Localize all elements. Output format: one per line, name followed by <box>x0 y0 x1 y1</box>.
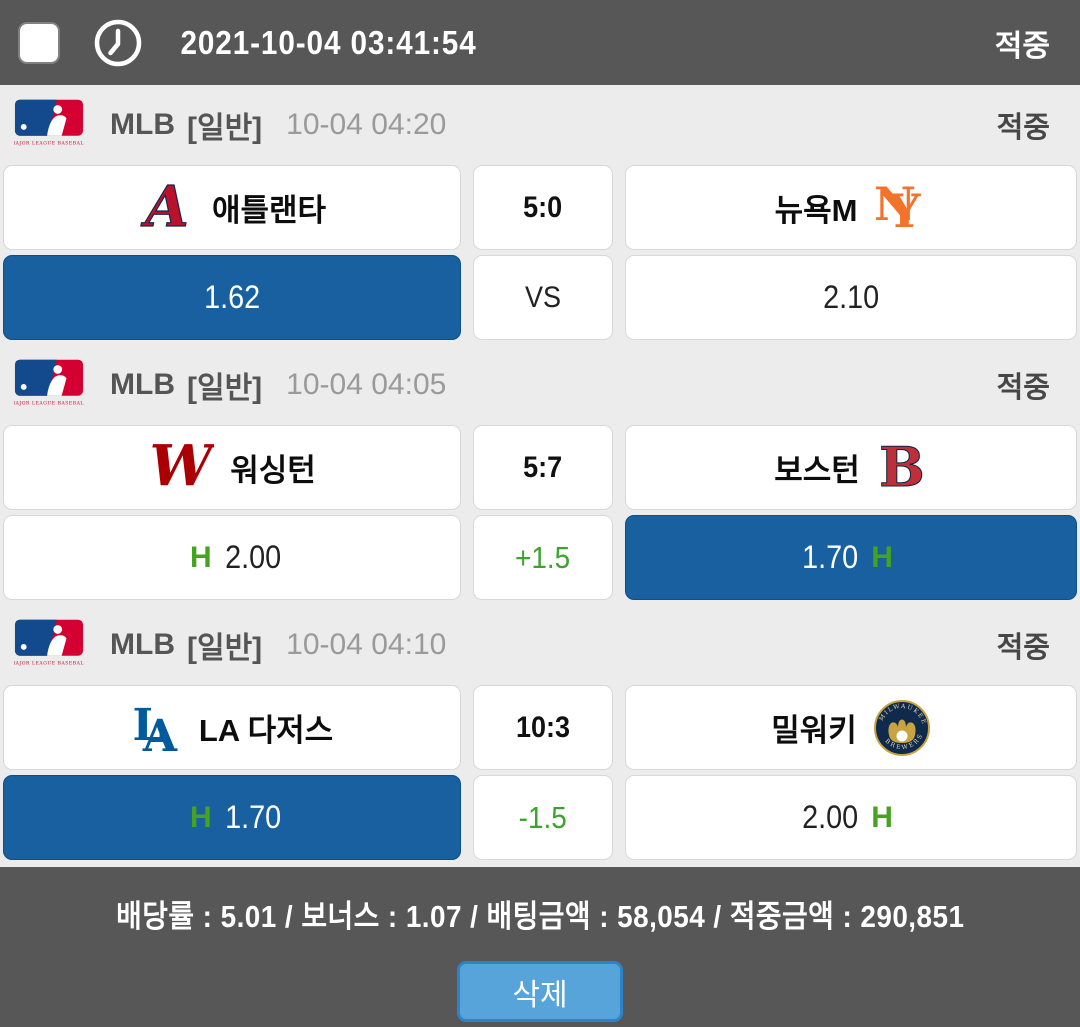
score-cell: 10:3 <box>473 685 613 770</box>
atlanta-braves-logo: A <box>140 177 190 239</box>
home-odds-button[interactable]: 1.62 <box>3 255 461 340</box>
handicap-h-mark: H <box>190 800 212 834</box>
home-team-name: 워싱턴 <box>230 453 316 488</box>
away-team-cell: 밀워키 MILWAUKEE BREWERS <box>625 685 1077 770</box>
away-odds-value: 1.70 <box>802 539 859 575</box>
bet-timestamp: 2021-10-04 03:41:54 <box>180 23 477 61</box>
game-2-odds-row: H 2.00 +1.5 1.70 H <box>0 515 1080 600</box>
mlb-caption: MAJOR LEAGUE BASEBALL <box>14 660 84 666</box>
game-2-teams-row: W 워싱턴 5:7 보스턴 B <box>0 425 1080 510</box>
game-start-time: 10-04 04:05 <box>286 368 447 401</box>
slip-header: 2021-10-04 03:41:54 적중 <box>0 0 1080 85</box>
home-team-name: 애틀랜타 <box>211 193 327 228</box>
away-team-cell: 뉴욕M N Y <box>625 165 1077 250</box>
game-3-odds-row: H 1.70 -1.5 2.00 H <box>0 775 1080 860</box>
washington-nationals-logo: W <box>150 437 214 499</box>
mlb-league-logo: MAJOR LEAGUE BASEBALL <box>14 619 84 666</box>
mlb-caption: MAJOR LEAGUE BASEBALL <box>14 400 84 406</box>
handicap-h-mark: H <box>871 540 893 574</box>
svg-text:L: L <box>132 700 163 751</box>
market-category: [일반] <box>186 632 263 665</box>
handicap-value: -1.5 <box>518 799 568 835</box>
boston-redsox-logo: B <box>878 436 925 500</box>
away-odds-button[interactable]: 1.70 H <box>625 515 1077 600</box>
home-odds-button[interactable]: H 2.00 <box>3 515 461 600</box>
league-label: MLB <box>110 108 175 141</box>
game-1-header: MAJOR LEAGUE BASEBALL MLB [일반] 10-04 04:… <box>0 85 1080 165</box>
bet-summary-text: 배당률 : 5.01 / 보너스 : 1.07 / 배팅금액 : 58,054 … <box>115 899 965 934</box>
handicap-h-mark: H <box>871 800 893 834</box>
game-1-odds-row: 1.62 VS 2.10 <box>0 255 1080 340</box>
away-team-name: 밀워키 <box>771 713 857 748</box>
home-team-cell: A 애틀랜타 <box>3 165 461 250</box>
svg-text:A: A <box>140 177 188 239</box>
game-3-header: MAJOR LEAGUE BASEBALL MLB [일반] 10-04 04:… <box>0 605 1080 685</box>
handicap-cell[interactable]: -1.5 <box>473 775 613 860</box>
home-team-cell: W 워싱턴 <box>3 425 461 510</box>
game-score: 5:0 <box>523 190 563 224</box>
game-3-teams-row: A L LA 다저스 10:3 밀워키 MILWAUKEE <box>0 685 1080 770</box>
league-label: MLB <box>110 628 175 661</box>
game-start-time: 10-04 04:20 <box>286 108 447 141</box>
clock-icon <box>94 19 142 66</box>
game-start-time: 10-04 04:10 <box>286 628 447 661</box>
game-status-badge: 적중 <box>996 112 1050 144</box>
handicap-cell[interactable]: +1.5 <box>473 515 613 600</box>
mlb-league-logo: MAJOR LEAGUE BASEBALL <box>14 99 84 146</box>
game-2-header: MAJOR LEAGUE BASEBALL MLB [일반] 10-04 04:… <box>0 345 1080 425</box>
delete-button[interactable]: 삭제 <box>457 961 623 1022</box>
market-category: [일반] <box>186 112 263 145</box>
ny-mets-logo: N Y <box>874 177 922 238</box>
vs-label: VS <box>524 280 562 314</box>
handicap-h-mark: H <box>190 540 212 574</box>
la-dodgers-logo: A L <box>132 700 178 760</box>
score-cell: 5:0 <box>473 165 613 250</box>
home-odds-button[interactable]: H 1.70 <box>3 775 461 860</box>
market-category: [일반] <box>186 372 263 405</box>
game-score: 5:7 <box>523 450 563 484</box>
slip-status-badge: 적중 <box>994 29 1050 63</box>
home-team-cell: A L LA 다저스 <box>3 685 461 770</box>
score-cell: 5:7 <box>473 425 613 510</box>
away-team-name: 뉴욕M <box>774 193 858 228</box>
delete-button-label: 삭제 <box>512 978 568 1012</box>
away-team-name: 보스턴 <box>774 453 860 488</box>
game-1-teams-row: A 애틀랜타 5:0 뉴욕M N Y <box>0 165 1080 250</box>
milwaukee-brewers-logo: MILWAUKEE BREWERS <box>873 699 930 756</box>
game-score: 10:3 <box>515 710 571 744</box>
bet-summary-footer: 배당률 : 5.01 / 보너스 : 1.07 / 배팅금액 : 58,054 … <box>0 867 1080 1027</box>
home-odds-value: 1.62 <box>203 279 261 315</box>
home-odds-value: 1.70 <box>224 799 281 835</box>
mlb-caption: MAJOR LEAGUE BASEBALL <box>14 140 84 146</box>
svg-text:B: B <box>879 436 925 499</box>
home-odds-value: 2.00 <box>224 539 281 575</box>
away-odds-button[interactable]: 2.00 H <box>625 775 1077 860</box>
select-checkbox[interactable] <box>20 23 58 62</box>
svg-text:A: A <box>142 711 178 760</box>
away-odds-value: 2.00 <box>802 799 859 835</box>
game-status-badge: 적중 <box>996 372 1050 404</box>
away-odds-button[interactable]: 2.10 <box>625 255 1077 340</box>
draw-cell[interactable]: VS <box>473 255 613 340</box>
home-team-name: LA 다저스 <box>198 713 334 748</box>
svg-text:W: W <box>150 437 214 499</box>
away-odds-value: 2.10 <box>822 279 880 315</box>
game-status-badge: 적중 <box>996 632 1050 664</box>
svg-text:Y: Y <box>887 184 922 238</box>
mlb-league-logo: MAJOR LEAGUE BASEBALL <box>14 359 84 406</box>
away-team-cell: 보스턴 B <box>625 425 1077 510</box>
league-label: MLB <box>110 368 175 401</box>
svg-text:N: N <box>874 177 916 231</box>
handicap-value: +1.5 <box>515 539 571 575</box>
